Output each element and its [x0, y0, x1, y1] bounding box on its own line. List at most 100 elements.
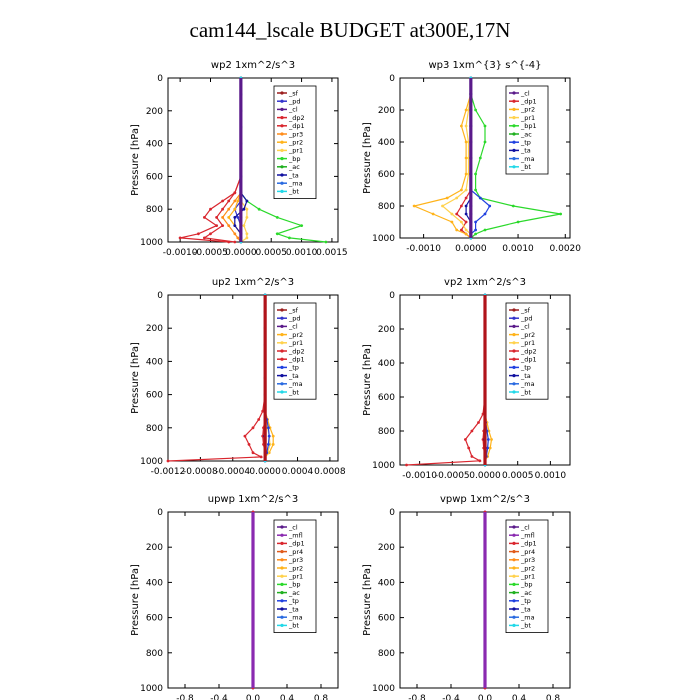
- x-tick-label: -0.4: [210, 694, 228, 700]
- legend-label: _sf: [288, 89, 299, 97]
- legend-marker: [280, 582, 284, 587]
- legend-label: _tp: [520, 139, 531, 147]
- series-point-pr1: [450, 212, 454, 216]
- series-point-pr2: [455, 228, 459, 232]
- chart-panel-1: wp3 1xm^{3} s^{-4} Pressure [hPa] 0 200 400 6…: [362, 60, 581, 254]
- legend-label: _ta: [520, 605, 531, 613]
- legend-marker: [280, 615, 284, 619]
- legend-marker: [512, 591, 516, 595]
- legend-label: _mfl: [520, 532, 535, 540]
- series-point-dp1: [467, 446, 471, 450]
- legend-label: _ma: [288, 380, 303, 388]
- series-point-dp1: [166, 459, 170, 463]
- series-point-pd: [236, 216, 240, 219]
- legend-label: _pr3: [520, 556, 535, 564]
- series-point-tp: [267, 426, 270, 430]
- series-point-pr2: [464, 108, 468, 112]
- series-point-dp2: [197, 232, 200, 236]
- legend-marker: [280, 308, 284, 312]
- legend-marker: [512, 566, 516, 570]
- series-point-ta: [464, 212, 468, 216]
- legend-marker: [280, 525, 284, 529]
- x-tick-label: 0.0005: [255, 248, 287, 258]
- legend-label: _bt: [288, 188, 299, 196]
- series-point-bp: [275, 232, 279, 236]
- series-point-bp: [300, 224, 303, 228]
- legend-marker: [512, 116, 516, 120]
- legend-marker: [512, 541, 516, 546]
- y-tick-label: 0: [389, 291, 395, 301]
- y-tick-label: 1000: [372, 461, 395, 471]
- series-point-pr3: [236, 236, 240, 240]
- series-point-tp: [474, 228, 477, 232]
- legend-label: _pr2: [288, 139, 303, 147]
- series-point-pr1: [245, 216, 249, 219]
- legend-marker: [280, 181, 284, 185]
- legend-label: _pr1: [520, 573, 535, 581]
- y-tick-label: 600: [146, 172, 163, 182]
- legend-marker: [280, 574, 284, 578]
- series-point-dp1: [470, 429, 474, 433]
- legend-marker: [512, 382, 516, 386]
- x-tick-label: -0.0005: [435, 471, 470, 481]
- legend-label: _ta: [288, 605, 299, 613]
- series-point-dp1: [251, 451, 255, 455]
- series-point-pr1: [464, 188, 468, 192]
- legend-label: _dp2: [288, 114, 305, 122]
- series-point-pr2: [460, 188, 463, 192]
- series-line-pr2: [412, 78, 472, 239]
- chart-panel-3: vp2 1xm^2/s^3 Pressure [hPa] 0 200 400 600 800…: [362, 277, 571, 481]
- figure-title: cam144_lscale BUDGET at300E,17N: [189, 18, 511, 42]
- legend-label: _cl: [288, 323, 298, 331]
- series-point-pr2: [464, 140, 468, 144]
- legend-label: _pr3: [288, 556, 303, 564]
- series-point-pr2: [464, 156, 468, 160]
- legend-marker: [280, 541, 284, 546]
- legend-box: [505, 519, 549, 633]
- x-tick-label: 0.0010: [535, 471, 567, 481]
- legend-marker: [512, 124, 516, 128]
- series-point-pr2: [464, 172, 468, 176]
- legend-marker: [280, 382, 284, 386]
- y-tick-label: 1000: [140, 238, 163, 248]
- plot-frame: [167, 77, 339, 243]
- series-point-dp2: [178, 236, 182, 240]
- x-tick-label: 0.0005: [502, 471, 534, 481]
- y-tick-label: 1000: [140, 457, 163, 467]
- legend-label: _ta: [520, 147, 531, 155]
- legend-label: _cl: [288, 106, 298, 114]
- legend-label: _bp: [288, 581, 301, 589]
- y-tick-label: 200: [146, 543, 163, 553]
- y-tick-label: 800: [378, 202, 395, 212]
- series-point-bp1: [483, 124, 487, 128]
- legend-marker: [280, 333, 284, 337]
- series-point-pr3: [221, 216, 225, 219]
- legend-marker: [512, 582, 516, 587]
- series-point-dp1: [215, 216, 219, 219]
- legend-marker: [280, 357, 284, 361]
- y-tick-label: 200: [378, 543, 395, 553]
- legend-marker: [512, 574, 516, 578]
- series-line-dp1: [406, 295, 486, 466]
- legend-marker: [280, 91, 284, 95]
- y-tick-label: 0: [389, 74, 395, 84]
- series-point-dp1: [233, 191, 237, 195]
- legend-marker: [512, 132, 516, 136]
- series-point-pr3: [227, 207, 231, 211]
- x-tick-label: 0.0000: [225, 248, 257, 258]
- legend-marker: [512, 365, 516, 369]
- series-point-bp1: [483, 228, 487, 232]
- legend-marker: [280, 324, 284, 328]
- legend-marker: [512, 623, 516, 628]
- series-point-tp: [486, 446, 489, 450]
- series-point-tp: [267, 443, 270, 446]
- series-point-dp1: [460, 204, 463, 208]
- x-tick-label: -0.8: [176, 694, 194, 700]
- series-point-tp: [483, 212, 487, 216]
- legend-marker: [280, 99, 284, 103]
- legend-marker: [280, 341, 284, 345]
- series-point-dp1: [203, 236, 206, 240]
- x-tick-label: 0.8: [314, 694, 329, 700]
- series-point-dp1: [221, 224, 225, 228]
